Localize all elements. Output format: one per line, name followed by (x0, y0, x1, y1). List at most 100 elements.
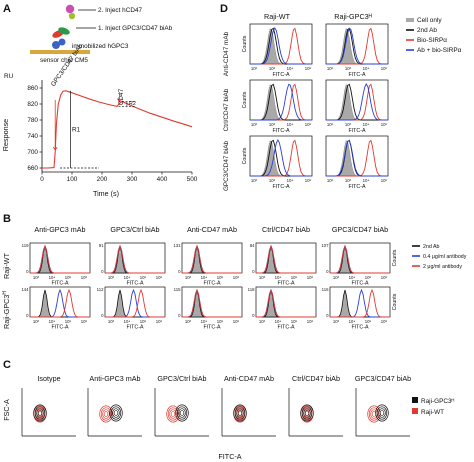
b-plot-frame (29, 242, 91, 274)
c-plot-6: GPC3/CD47 biAb (355, 374, 411, 437)
d-histogram-grid: 10² 10³ 10⁴ 10⁵ FITC-A Counts 10² 10³ 10⁴ 10⁵ FITC… (242, 23, 389, 190)
d-hist-bio-sirpa (250, 83, 312, 121)
b-xtick-label: 10³ (108, 275, 115, 280)
b-hist-2nd-ab (256, 245, 316, 274)
b-plot-frame (255, 286, 317, 318)
b-xtick-label: 10⁴ (275, 275, 282, 280)
panel-d-sirpa-binding: Raji-WT Raji-GPC3ᴴ Anti-CD47 mAb Ctrl/CD… (223, 12, 462, 191)
spr-xtick-label: 200 (97, 176, 108, 183)
b-plot-frame (29, 286, 91, 318)
spr-ytick-label: 860 (27, 85, 38, 92)
b-xtick-label: 10⁶ (381, 319, 388, 324)
spr-xtick-label: 500 (187, 176, 198, 183)
b-col-title-5: GPC3/CD47 biAb (332, 225, 388, 234)
b-xlabel: FITC-A (203, 325, 221, 331)
d-legend-bio-sirpa: Bio-SIRPα (417, 37, 447, 44)
d-col-title-gpc3: Raji-GPC3ᴴ (334, 12, 371, 21)
b-ymin-label: 0 (26, 269, 29, 274)
d-plot-frame (249, 79, 313, 121)
b-xlabel: FITC-A (351, 281, 369, 287)
hgpc3-molecule-icon-2 (58, 38, 66, 46)
spr-xlabel: Time (s) (93, 189, 119, 198)
b-hist-2nd-ab (30, 245, 90, 274)
b-ymax-label: 84 (250, 243, 255, 248)
c-contour-gpc3 (109, 404, 123, 422)
b-hist-2 (30, 288, 90, 318)
b-xtick-label: 10⁵ (65, 319, 72, 324)
b-xtick-label: 10⁵ (365, 319, 372, 324)
spr-ytick-label: 780 (27, 117, 38, 124)
d-hist-bio-sirpa (250, 27, 312, 65)
d-xtick-label: 10⁴ (363, 178, 370, 183)
d-hist-ab-bio-sirpa (326, 83, 388, 121)
hcd47-molecule-icon (65, 4, 75, 14)
d-xtick-label: 10⁴ (363, 122, 370, 127)
spr-ytick-label: 820 (27, 101, 38, 108)
c-contour-gpc3 (178, 408, 186, 418)
c-contour-gpc3 (175, 404, 189, 422)
b-ymax-label: 116 (322, 287, 329, 292)
b-xtick-label: 10³ (108, 319, 115, 324)
b-hist-04 (256, 288, 316, 318)
d-hist-ab-bio-sirpa (250, 83, 312, 121)
d-hist-bio-sirpa (326, 139, 388, 177)
b-hist-2 (256, 244, 316, 274)
b-histogram-grid: 119 0 10³ 10⁴ 10⁵ 10⁶ FITC-A 91 0 10³ 10⁴ 10⁵ 10⁶ FIT… (21, 242, 398, 331)
b-xlabel: FITC-A (277, 325, 295, 331)
b-xtick-label: 10⁶ (81, 275, 88, 280)
c-contour-wt (167, 407, 179, 421)
b-plot-r2-c3: 115 0 10³ 10⁴ 10⁵ 10⁶ FITC-A (174, 286, 243, 331)
b-xtick-label: 10⁶ (233, 319, 240, 324)
b-xlabel: FITC-A (51, 281, 69, 287)
c-contour-gpc3 (379, 410, 385, 416)
c-contour-wt (170, 411, 176, 417)
r2-label: R2 (129, 101, 136, 107)
c-contour-gpc3 (375, 404, 389, 422)
b-hist-04 (30, 244, 90, 274)
d-plot-frame (325, 79, 389, 121)
d-plot-frame (325, 135, 389, 177)
d-plot-r2-c2: 10² 10³ 10⁴ 10⁵ FITC-A (325, 79, 389, 134)
b-plot-frame (181, 242, 243, 274)
b-xlabel: FITC-A (277, 281, 295, 287)
b-plot-r1-c5: 107 0 10³ 10⁴ 10⁵ 10⁶ FITC-A Counts (321, 242, 398, 287)
d-hist-2nd-ab (250, 27, 312, 65)
hcd47-stalk-icon (68, 12, 76, 20)
b-xlabel: FITC-A (351, 325, 369, 331)
b-ymin-label: 0 (252, 269, 255, 274)
b-xtick-label: 10⁶ (381, 275, 388, 280)
b-plot-frame (255, 242, 317, 274)
b-xtick-label: 10⁴ (49, 319, 56, 324)
b-plot-r1-c3: 131 0 10³ 10⁴ 10⁵ 10⁶ FITC-A (173, 242, 243, 287)
spr-sensorgram: RU Response Time (s) 660700740780820860 … (1, 43, 198, 198)
b-hist-2nd-ab (330, 245, 390, 274)
b-col-title-4: Ctrl/CD47 biAb (262, 225, 310, 234)
d-plot-r3-c2: 10² 10³ 10⁴ 10⁵ FITC-A (325, 135, 389, 190)
b-plot-r1-c1: 119 0 10³ 10⁴ 10⁵ 10⁶ FITC-A (22, 242, 91, 287)
d-legend: Cell only 2nd Ab Bio-SIRPα Ab + bio-SIRP… (406, 17, 462, 54)
c-contour-gpc3 (300, 404, 314, 422)
d-plot-r3-c1: 10² 10³ 10⁴ 10⁵ FITC-A Counts (242, 135, 313, 190)
cd47-injection-label: CD47 (118, 88, 125, 105)
d-row-label-2: Ctrl/CD47 biAb (223, 88, 230, 131)
c-plot-title: Anti-GPC3 mAb (89, 374, 140, 383)
b-hist-04 (30, 288, 90, 318)
b-xlabel: FITC-A (126, 325, 144, 331)
b-hist-2 (182, 244, 242, 274)
b-plot-frame (181, 286, 243, 318)
d-xtick-label: 10⁴ (287, 66, 294, 71)
c-contour-wt (169, 409, 177, 419)
panel-c-letter: C (3, 359, 11, 371)
d-hist-cell-only (250, 28, 312, 65)
b-ymax-label: 131 (173, 243, 181, 248)
spr-unit-label: RU (4, 73, 14, 80)
c-contour-gpc3 (301, 406, 313, 420)
b-legend: 2nd Ab 0.4 μg/ml antibody 2 μg/ml antibo… (412, 244, 467, 270)
d-xtick-label: 10⁵ (381, 122, 388, 127)
d-ylabel: Counts (242, 91, 248, 108)
c-plot-5: Ctrl/CD47 biAb (288, 374, 343, 437)
b-xtick-label: 10⁶ (156, 319, 163, 324)
b-xlabel: FITC-A (203, 281, 221, 287)
b-hist-04 (330, 288, 390, 318)
